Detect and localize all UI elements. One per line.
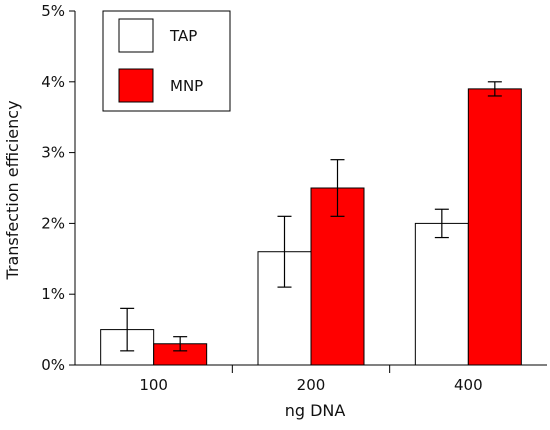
- y-tick-label-4: 4%: [41, 73, 65, 91]
- tick-labels-layer: 100 200 400 0% 1% 2% 3% 4% 5%: [41, 2, 482, 394]
- axes-layer: [69, 10, 547, 373]
- legend: TAP MNP: [102, 10, 231, 112]
- error-bars-layer: [120, 81, 502, 352]
- bar-mnp-400: [467, 88, 522, 366]
- x-axis-label: ng DNA: [285, 401, 346, 420]
- legend-label-mnp: MNP: [170, 77, 203, 95]
- y-tick-label-3: 3%: [41, 144, 65, 162]
- y-tick-label-1: 1%: [41, 285, 65, 303]
- y-axis-label: Transfection efficiency: [3, 100, 22, 280]
- bars-layer: [100, 88, 522, 366]
- x-tick-label-200: 200: [297, 376, 326, 394]
- bar-tap-400: [414, 222, 469, 366]
- y-tick-label-2: 2%: [41, 214, 65, 232]
- bar-mnp-200: [310, 187, 365, 366]
- y-tick-label-0: 0%: [41, 356, 65, 374]
- y-tick-label-5: 5%: [41, 2, 65, 20]
- legend-swatch-tap: [118, 18, 154, 53]
- x-tick-label-400: 400: [454, 376, 483, 394]
- legend-label-tap: TAP: [169, 27, 197, 45]
- x-tick-label-100: 100: [139, 376, 168, 394]
- legend-swatch-mnp: [118, 68, 154, 103]
